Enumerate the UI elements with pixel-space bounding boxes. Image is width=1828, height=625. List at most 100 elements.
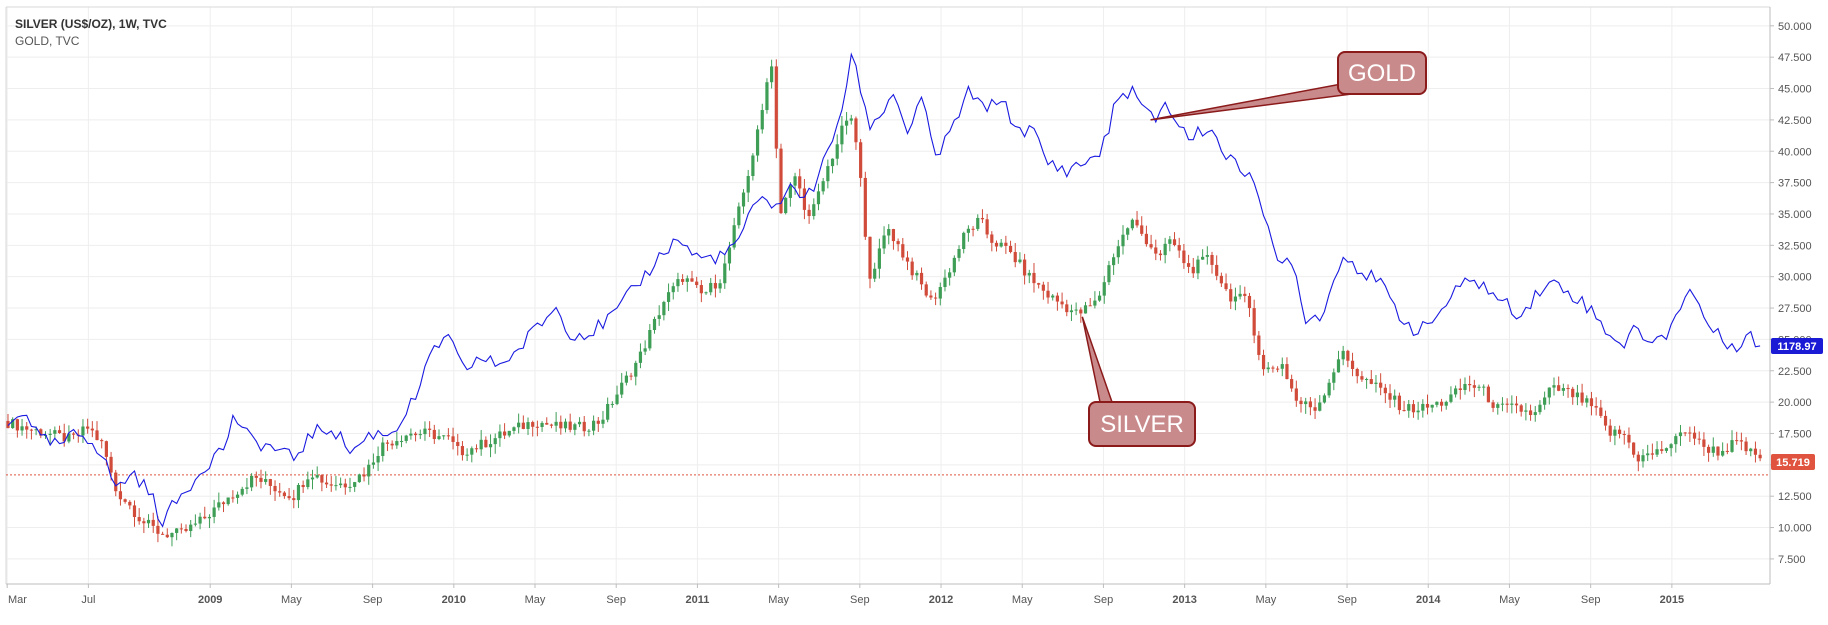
x-tick-label: 2013	[1172, 594, 1196, 606]
silver-candle	[1322, 393, 1327, 404]
y-tick-label: 17.500	[1778, 428, 1812, 440]
silver-candle	[451, 427, 455, 450]
silver-candle	[100, 438, 104, 449]
silver-candle	[268, 478, 272, 495]
silver-candle	[657, 305, 661, 326]
y-tick-label: 22.500	[1778, 366, 1812, 378]
silver-candle	[25, 421, 29, 439]
silver-candle	[11, 417, 15, 429]
silver-candle	[1369, 370, 1373, 385]
silver-price-label: 15.719	[1771, 454, 1815, 470]
silver-candle	[86, 418, 90, 434]
silver-candle	[596, 417, 600, 432]
silver-candle	[1280, 357, 1284, 377]
silver-candle	[1463, 377, 1467, 395]
callout-box	[1088, 401, 1196, 447]
silver-candle	[540, 421, 544, 432]
y-tick-label: 20.000	[1778, 397, 1812, 409]
silver-candle	[816, 183, 821, 211]
silver-candle	[798, 168, 802, 197]
gold-price-label: 1178.97	[1771, 338, 1823, 354]
silver-candle	[1261, 349, 1266, 376]
silver-candle	[971, 226, 975, 237]
silver-candle	[835, 134, 839, 166]
silver-candle	[456, 433, 460, 456]
silver-candle	[212, 499, 216, 524]
silver-candle	[193, 514, 197, 527]
silver-candle	[118, 481, 123, 506]
silver-candle	[1388, 384, 1392, 408]
silver-candle	[1425, 394, 1430, 415]
silver-candle	[1233, 287, 1238, 311]
silver-candle	[371, 453, 376, 469]
silver-candle	[1163, 237, 1167, 264]
y-tick-label: 40.000	[1778, 146, 1812, 158]
silver-candle	[1285, 357, 1289, 380]
silver-candle	[324, 475, 329, 489]
silver-candle	[1397, 392, 1401, 415]
y-tick-label: 30.000	[1778, 272, 1812, 284]
silver-candle	[1374, 375, 1378, 393]
silver-candle	[859, 138, 863, 187]
silver-candle	[1702, 432, 1706, 456]
silver-candle	[1683, 432, 1687, 437]
silver-candle	[273, 480, 277, 501]
silver-candle	[559, 415, 563, 435]
silver-candle	[1458, 378, 1462, 400]
x-tick-label: 2011	[685, 594, 709, 606]
silver-candle	[128, 500, 132, 510]
gold-price-text: 1178.97	[1777, 341, 1816, 353]
silver-candle	[1172, 232, 1177, 247]
silver-candle	[432, 424, 436, 444]
silver-candle	[1407, 399, 1411, 418]
silver-candle	[1468, 375, 1472, 392]
callout-label: SILVER	[1100, 411, 1184, 438]
silver-candle	[1664, 447, 1669, 454]
silver-candle	[1121, 225, 1125, 255]
silver-candle	[910, 257, 914, 280]
silver-candle	[1617, 425, 1622, 439]
silver-candle	[1341, 345, 1345, 366]
silver-candle	[652, 316, 657, 334]
silver-candle	[1191, 257, 1195, 278]
silver-candle	[788, 182, 792, 207]
silver-candle	[1435, 401, 1439, 408]
silver-candle	[1416, 401, 1420, 420]
silver-candle	[198, 512, 202, 530]
silver-candle	[821, 177, 825, 195]
silver-candle	[943, 269, 947, 292]
silver-candle	[474, 444, 479, 453]
silver-candle	[994, 240, 999, 252]
silver-candle	[1528, 404, 1533, 421]
silver-price-badge	[1771, 454, 1815, 470]
silver-candle	[437, 429, 441, 441]
silver-candle	[695, 276, 699, 288]
silver-candle	[531, 420, 535, 437]
silver-candle	[29, 428, 34, 440]
silver-candle	[507, 430, 511, 438]
silver-candle	[1566, 384, 1570, 398]
y-tick-label: 42.500	[1778, 115, 1812, 127]
silver-candle	[802, 179, 807, 220]
silver-candle	[545, 417, 549, 425]
silver-candle	[306, 471, 310, 490]
silver-candle	[315, 466, 319, 479]
silver-candle	[517, 413, 521, 434]
x-tick-label: May	[1012, 594, 1033, 606]
silver-candle	[1533, 405, 1537, 422]
x-tick-label: Sep	[1094, 594, 1114, 606]
silver-candle	[254, 471, 258, 487]
silver-candle	[428, 421, 432, 437]
gold-price-badge	[1771, 338, 1823, 354]
silver-candle	[1350, 352, 1355, 377]
silver-candle	[217, 492, 221, 511]
x-tick-label: 2012	[929, 594, 953, 606]
silver-candle	[676, 272, 680, 292]
silver-candle	[1257, 330, 1261, 361]
silver-candle	[1046, 281, 1050, 304]
silver-candle	[339, 477, 343, 489]
silver-candle	[549, 423, 554, 429]
silver-candle	[90, 421, 94, 438]
y-tick-label: 45.000	[1778, 84, 1812, 96]
silver-candle	[1336, 350, 1341, 373]
